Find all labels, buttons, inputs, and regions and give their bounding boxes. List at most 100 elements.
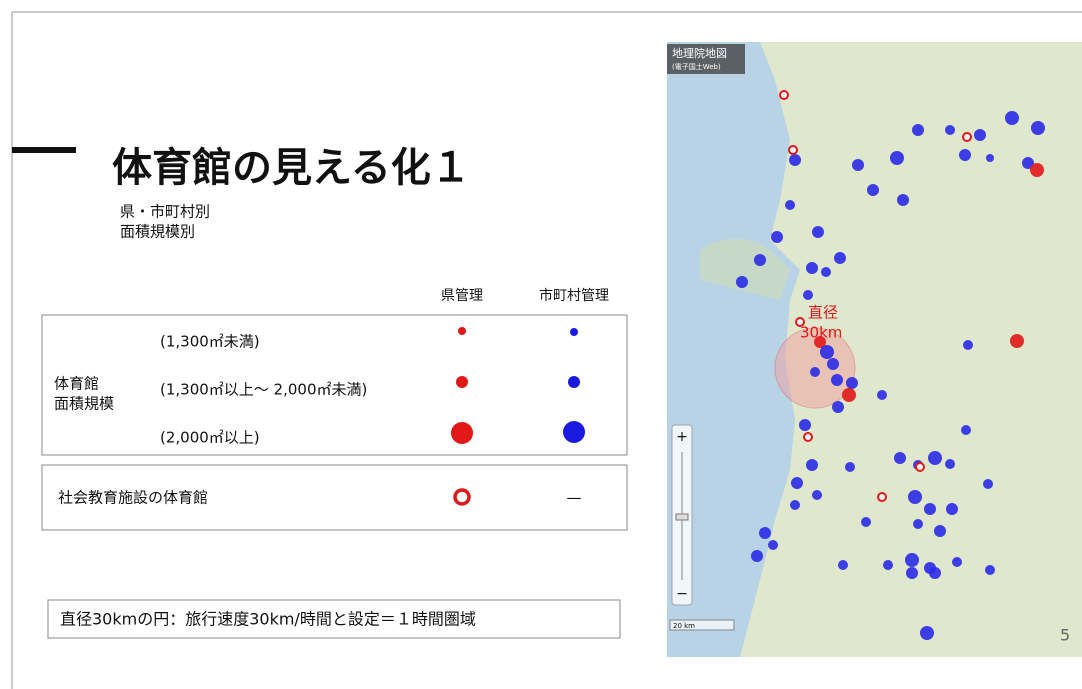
legend-dot (568, 376, 580, 388)
facility-dot (754, 254, 766, 266)
facility-dot (983, 479, 993, 489)
facility-dot (771, 231, 783, 243)
facility-dot (924, 503, 936, 515)
facility-dot (831, 374, 843, 386)
facility-dot (812, 490, 822, 500)
facility-ring (779, 90, 789, 100)
scale-label: 20 km (673, 622, 695, 630)
title: 体育館の見える化１ (112, 145, 471, 191)
column-header: 県管理 (441, 288, 483, 304)
facility-dot (799, 419, 811, 431)
facility-dot (906, 567, 918, 579)
facility-dot (803, 290, 813, 300)
facility-dot (827, 358, 839, 370)
facility-dot (842, 388, 856, 402)
facility-dot (883, 560, 893, 570)
row-label: (1,300㎡以上～ 2,000㎡未満) (160, 381, 367, 399)
legend-dot (456, 376, 468, 388)
facility-dot (832, 401, 844, 413)
facility-ring (788, 145, 798, 155)
facility-dot (759, 527, 771, 539)
facility-dot (945, 459, 955, 469)
facility-dot (897, 194, 909, 206)
facility-ring (962, 132, 972, 142)
subtitle: 面積規模別 (120, 223, 195, 241)
map-source-badge (667, 44, 745, 74)
facility-dot (838, 560, 848, 570)
circle-label: 直径 (808, 304, 838, 322)
facility-dot (974, 129, 986, 141)
facility-dot (920, 626, 934, 640)
facility-ring (915, 462, 925, 472)
note-box (47, 599, 621, 639)
facility-dot (963, 340, 973, 350)
group-label: 体育館 (54, 375, 99, 393)
circle-label: 30km (800, 324, 842, 342)
title-bar (12, 147, 76, 153)
subtitle: 県・市町村別 (120, 203, 210, 221)
facility-dot (945, 125, 955, 135)
facility-ring (803, 432, 813, 442)
column-header: 市町村管理 (539, 287, 609, 304)
facility-dot (905, 553, 919, 567)
legend-box (41, 464, 628, 531)
facility-dot (790, 500, 800, 510)
facility-dot (789, 154, 801, 166)
zoom-out[interactable]: − (676, 586, 688, 602)
facility-dot (806, 459, 818, 471)
facility-dot (768, 540, 778, 550)
row-label: 社会教育施設の体育館 (58, 489, 208, 507)
facility-dot (861, 517, 871, 527)
facility-ring (877, 492, 887, 502)
legend-dot (458, 327, 466, 335)
legend-dot (563, 421, 585, 443)
peninsula (700, 238, 790, 300)
row-label: (2,000㎡以上) (160, 429, 260, 447)
facility-dot (751, 550, 763, 562)
facility-dot (1010, 334, 1024, 348)
facility-dot (736, 276, 748, 288)
page-number: 5 (1060, 626, 1070, 645)
facility-dot (928, 451, 942, 465)
facility-dot (821, 267, 831, 277)
facility-dot (890, 151, 904, 165)
zoom-handle[interactable] (675, 513, 689, 521)
facility-dot (985, 565, 995, 575)
facility-dot (785, 200, 795, 210)
facility-dot (791, 477, 803, 489)
facility-dot (806, 262, 818, 274)
legend-ring (453, 488, 471, 506)
sea (667, 42, 800, 657)
facility-dot (1030, 163, 1044, 177)
legend-dot (570, 328, 578, 336)
facility-dot (986, 154, 994, 162)
facility-dot (913, 519, 923, 529)
zoom-in[interactable]: + (676, 429, 688, 445)
row-label: (1,300㎡未満) (160, 333, 260, 351)
facility-dot (946, 503, 958, 515)
map-source: (電子国土Web) (672, 62, 721, 71)
facility-dot (934, 525, 946, 537)
facility-dot (912, 124, 924, 136)
facility-dot (810, 367, 820, 377)
facility-dot (877, 390, 887, 400)
facility-dot (929, 567, 941, 579)
facility-dot (952, 557, 962, 567)
facility-dot (852, 159, 864, 171)
facility-ring (795, 317, 805, 327)
facility-dot (894, 452, 906, 464)
facility-dot (908, 490, 922, 504)
facility-dot (867, 184, 879, 196)
facility-dot (961, 425, 971, 435)
legend-dot (451, 422, 473, 444)
dash: — (567, 489, 582, 507)
note: 直径30kmの円：旅行速度30km/時間と設定＝１時間圏域 (60, 610, 476, 629)
facility-dot (1005, 111, 1019, 125)
facility-dot (959, 149, 971, 161)
legend-box (41, 314, 628, 456)
group-label: 面積規模 (54, 395, 114, 413)
facility-dot (834, 252, 846, 264)
facility-dot (812, 226, 824, 238)
facility-dot (814, 336, 826, 348)
scale-bar (669, 619, 735, 631)
